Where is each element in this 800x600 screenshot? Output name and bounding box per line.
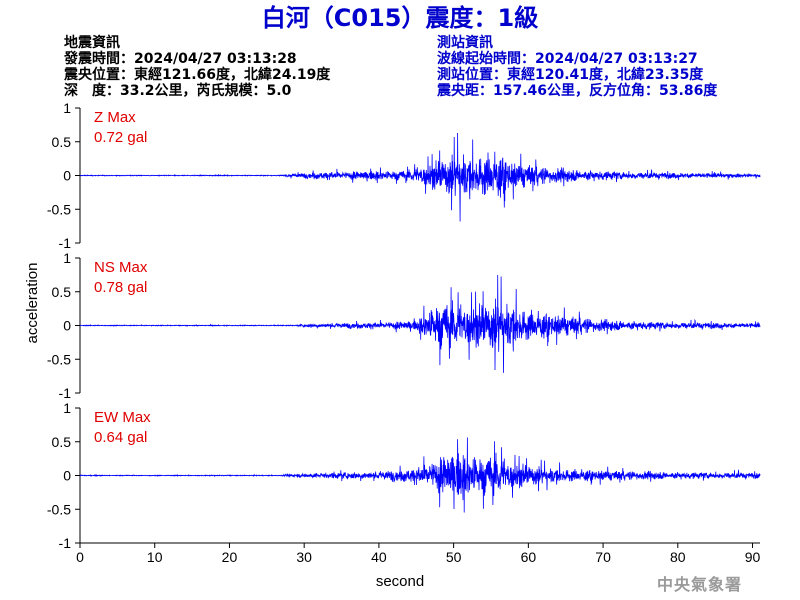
y-tick-label: -1: [59, 235, 72, 251]
y-tick-label: 1: [63, 100, 71, 116]
event-info-block: 地震資訊 發震時間：2024/04/27 03:13:28 震央位置：東經121…: [64, 35, 330, 99]
x-axis-title: second: [376, 573, 424, 590]
y-tick-label: 1: [63, 400, 71, 416]
y-tick-label: -1: [59, 535, 72, 551]
x-tick-label: 70: [595, 549, 611, 565]
event-info-heading: 地震資訊: [64, 35, 120, 51]
y-tick-label: -1: [59, 385, 72, 401]
series-name-label: Z Max: [94, 109, 136, 126]
y-tick-label: 0: [63, 168, 71, 184]
origin-time: 發震時間：2024/04/27 03:13:28: [64, 51, 297, 67]
x-tick-label: 20: [222, 549, 238, 565]
epicenter-location: 震央位置：東經121.66度，北緯24.19度: [64, 67, 331, 83]
waveform-trace: [79, 132, 761, 222]
y-axis-title: acceleration: [24, 263, 41, 344]
x-tick-label: 0: [76, 549, 84, 565]
x-tick-label: 80: [670, 549, 686, 565]
series-name-label: NS Max: [94, 259, 148, 276]
series-max-label: 0.64 gal: [94, 429, 147, 446]
x-tick-label: 60: [521, 549, 537, 565]
waveform-trace: [79, 274, 761, 373]
chart-title: 白河（C015）震度：1級: [261, 4, 539, 32]
x-tick-label: 90: [745, 549, 761, 565]
x-tick-label: 50: [446, 549, 462, 565]
y-tick-label: 1: [63, 250, 71, 266]
y-tick-label: -0.5: [47, 201, 71, 217]
y-tick-label: -0.5: [47, 501, 71, 517]
waveform-trace: [79, 437, 761, 513]
y-tick-label: 0.5: [52, 134, 72, 150]
wave-start-time: 波線起始時間：2024/04/27 03:13:27: [437, 51, 698, 67]
station-info-heading: 測站資訊: [437, 35, 493, 51]
x-tick-label: 40: [371, 549, 387, 565]
y-tick-label: 0.5: [52, 434, 72, 450]
depth-magnitude: 深 度：33.2公里，芮氏規模：5.0: [64, 83, 292, 99]
series-max-label: 0.78 gal: [94, 279, 147, 296]
y-tick-label: 0: [63, 468, 71, 484]
series-max-label: 0.72 gal: [94, 129, 147, 146]
x-tick-label: 10: [147, 549, 163, 565]
y-tick-label: 0: [63, 318, 71, 334]
station-location: 測站位置：東經120.41度，北緯23.35度: [437, 67, 704, 83]
station-info-block: 測站資訊 波線起始時間：2024/04/27 03:13:27 測站位置：東經1…: [437, 35, 717, 99]
panel-ns: -1 -0.5 0 0.5 1 NS Max 0.78 gal: [47, 250, 761, 401]
panel-ew: -1 -0.5 0 0.5 1 EW Max 0.64 gal: [47, 400, 761, 551]
x-tick-label: 30: [296, 549, 312, 565]
epicentral-distance-azimuth: 震央距：157.46公里，反方位角：53.86度: [437, 83, 718, 99]
y-tick-label: -0.5: [47, 351, 71, 367]
y-tick-label: 0.5: [52, 284, 72, 300]
panel-z: -1 -0.5 0 0.5 1 Z Max 0.72 gal: [47, 100, 761, 251]
agency-watermark: 中央氣象署: [657, 575, 743, 594]
series-name-label: EW Max: [94, 409, 151, 426]
